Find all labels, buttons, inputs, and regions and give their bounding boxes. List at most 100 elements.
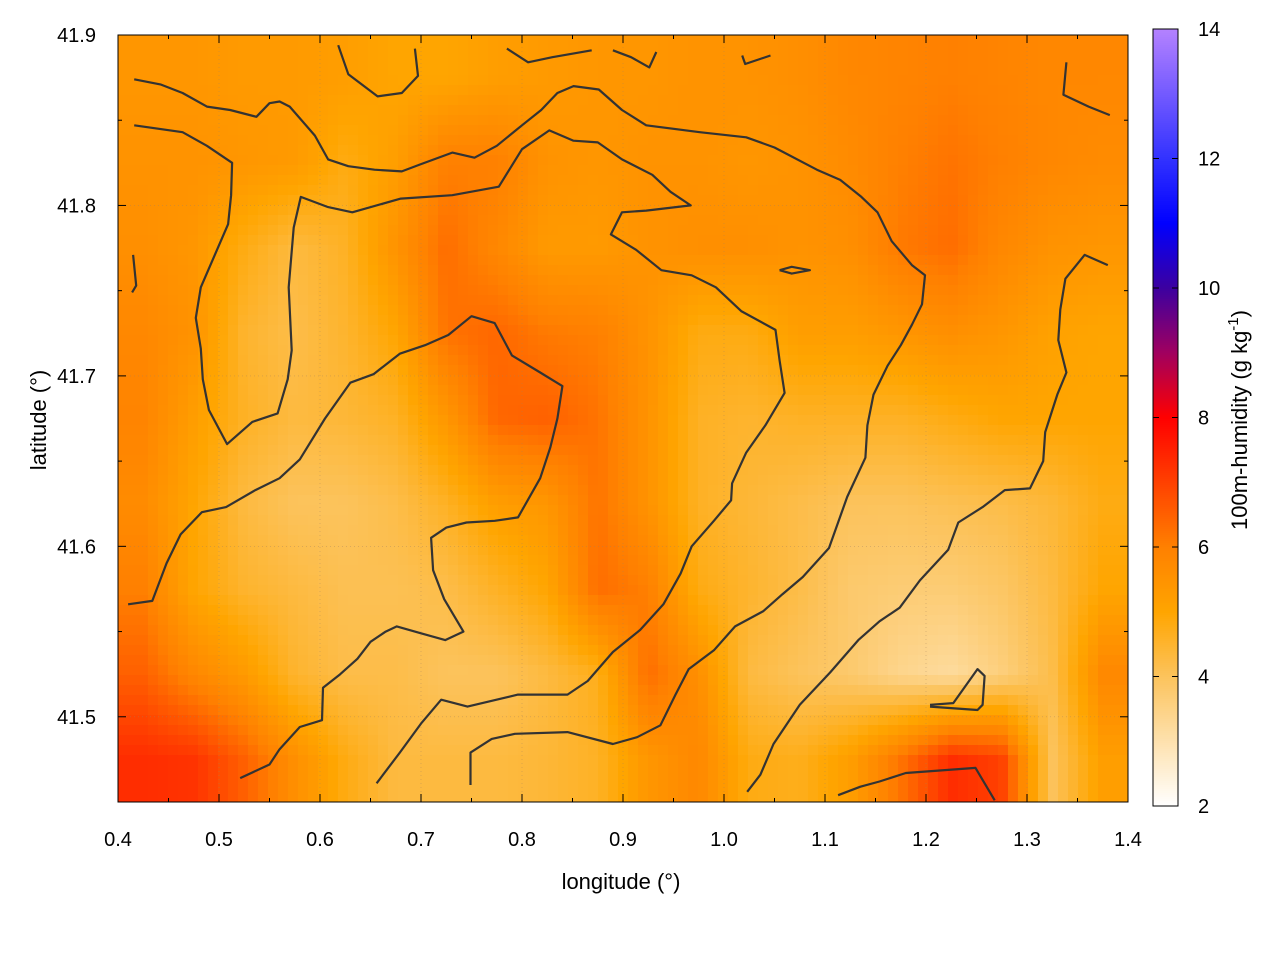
heatmap-cell (608, 385, 619, 396)
heatmap-cell (258, 65, 269, 76)
heatmap-cell (548, 465, 559, 476)
heatmap-cell (978, 485, 989, 496)
heatmap-cell (688, 285, 699, 296)
heatmap-cell (958, 505, 969, 516)
heatmap-cell (458, 275, 469, 286)
heatmap-cell (278, 425, 289, 436)
heatmap-cell (488, 375, 499, 386)
heatmap-cell (448, 125, 459, 136)
heatmap-cell (898, 465, 909, 476)
heatmap-cell (548, 245, 559, 256)
heatmap-cell (558, 425, 569, 436)
heatmap-cell (578, 85, 589, 96)
heatmap-cell (468, 335, 479, 346)
heatmap-cell (188, 485, 199, 496)
heatmap-cell (458, 305, 469, 316)
heatmap-cell (218, 95, 229, 106)
heatmap-cell (258, 465, 269, 476)
heatmap-cell (628, 215, 639, 226)
heatmap-cell (128, 235, 139, 246)
heatmap-cell (188, 405, 199, 416)
heatmap-cell (528, 495, 539, 506)
heatmap-cell (1008, 225, 1019, 236)
heatmap-cell (608, 125, 619, 136)
heatmap-cell (688, 475, 699, 486)
heatmap-cell (398, 375, 409, 386)
heatmap-cell (1088, 135, 1099, 146)
heatmap-cell (208, 65, 219, 76)
heatmap-cell (1048, 45, 1059, 56)
heatmap-cell (158, 405, 169, 416)
heatmap-cell (688, 115, 699, 126)
heatmap-cell (928, 225, 939, 236)
heatmap-cell (668, 505, 679, 516)
heatmap-cell (428, 105, 439, 116)
heatmap-cell (588, 315, 599, 326)
heatmap-cell (548, 395, 559, 406)
heatmap-cell (158, 185, 169, 196)
heatmap-cell (368, 355, 379, 366)
heatmap-cell (1018, 275, 1029, 286)
heatmap-cell (118, 275, 129, 286)
heatmap-cell (818, 425, 829, 436)
heatmap-cell (948, 385, 959, 396)
heatmap-cell (908, 465, 919, 476)
heatmap-cell (1008, 405, 1019, 416)
heatmap-cell (408, 225, 419, 236)
heatmap-cell (168, 335, 179, 346)
heatmap-cell (738, 375, 749, 386)
heatmap-cell (638, 465, 649, 476)
heatmap-cell (348, 445, 359, 456)
heatmap-cell (858, 295, 869, 306)
heatmap-cell (218, 435, 229, 446)
heatmap-cell (298, 505, 309, 516)
heatmap-cell (418, 275, 429, 286)
heatmap-cell (1058, 165, 1069, 176)
heatmap-cell (398, 105, 409, 116)
heatmap-cell (648, 105, 659, 116)
heatmap-cell (548, 305, 559, 316)
heatmap-cell (158, 455, 169, 466)
heatmap-cell (648, 235, 659, 246)
heatmap-cell (958, 335, 969, 346)
heatmap-cell (688, 495, 699, 506)
heatmap-cell (878, 175, 889, 186)
heatmap-cell (938, 515, 949, 526)
heatmap-cell (288, 455, 299, 466)
heatmap-cell (888, 255, 899, 266)
heatmap-cell (948, 135, 959, 146)
heatmap-cell (348, 435, 359, 446)
heatmap-cell (278, 405, 289, 416)
heatmap-cell (338, 345, 349, 356)
heatmap-cell (798, 115, 809, 126)
heatmap-cell (468, 325, 479, 336)
heatmap-cell (658, 445, 669, 456)
heatmap-cell (568, 315, 579, 326)
heatmap-cell (738, 105, 749, 116)
heatmap-cell (588, 65, 599, 76)
heatmap-cell (608, 155, 619, 166)
heatmap-cell (998, 315, 1009, 326)
heatmap-cell (368, 385, 379, 396)
heatmap-cell (1048, 485, 1059, 496)
heatmap-cell (338, 395, 349, 406)
heatmap-cell (188, 75, 199, 86)
heatmap-cell (308, 115, 319, 126)
heatmap-cell (398, 435, 409, 446)
heatmap-cell (158, 265, 169, 276)
heatmap-cell (478, 515, 489, 526)
heatmap-cell (218, 35, 229, 46)
heatmap-cell (738, 115, 749, 126)
heatmap-cell (1008, 95, 1019, 106)
heatmap-cell (668, 205, 679, 216)
heatmap-cell (898, 365, 909, 376)
heatmap-cell (428, 375, 439, 386)
heatmap-cell (568, 35, 579, 46)
heatmap-cell (278, 335, 289, 346)
heatmap-cell (488, 35, 499, 46)
heatmap-cell (368, 515, 379, 526)
heatmap-cell (878, 65, 889, 76)
heatmap-cell (478, 115, 489, 126)
heatmap-cell (648, 225, 659, 236)
heatmap-cell (858, 415, 869, 426)
